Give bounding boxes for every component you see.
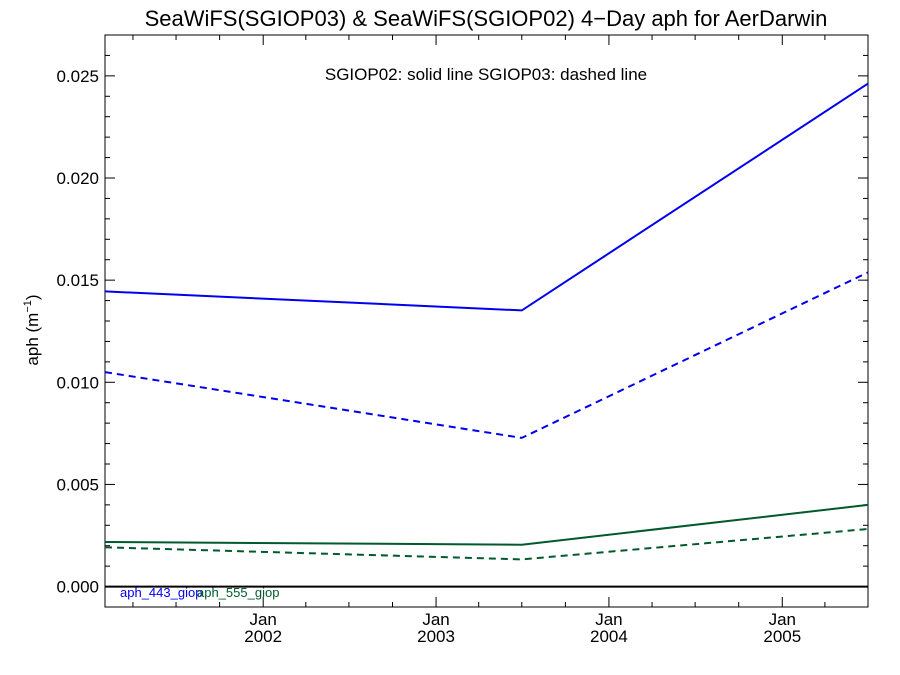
y-tick-label: 0.010 (56, 373, 99, 392)
y-tick-label: 0.020 (56, 169, 99, 188)
y-tick-label: 0.025 (56, 67, 99, 86)
plot-frame (104, 34, 869, 608)
x-tick-label-year: 2004 (590, 627, 628, 646)
legend-item-aph-555-giop: aph_555_giop (197, 585, 279, 600)
x-tick-label-month: Jan (422, 610, 449, 629)
y-axis-label-close: ) (23, 294, 42, 300)
x-tick-label-year: 2003 (417, 627, 455, 646)
y-axis-label: aph (m−1) (22, 294, 42, 365)
y-tick-label: 0.000 (56, 578, 99, 597)
x-tick-label-month: Jan (595, 610, 622, 629)
series-lines (104, 82, 869, 561)
tick-marks (105, 34, 869, 608)
series-line-aph-555-giop-sgiop03 (104, 528, 869, 561)
series-line-aph-443-giop-sgiop03 (104, 271, 869, 439)
chart-annotation: SGIOP02: solid line SGIOP03: dashed line (325, 65, 647, 84)
y-tick-labels: 0.000 0.005 0.010 0.015 0.020 0.025 (56, 67, 99, 597)
series-line-aph-555-giop-sgiop02 (104, 503, 869, 546)
chart-title: SeaWiFS(SGIOP03) & SeaWiFS(SGIOP02) 4−Da… (145, 6, 828, 31)
y-tick-label: 0.005 (56, 475, 99, 494)
x-tick-label-month: Jan (769, 610, 796, 629)
y-tick-label: 0.015 (56, 271, 99, 290)
x-tick-label-year: 2002 (244, 627, 282, 646)
y-axis-label-main: aph (m (23, 313, 42, 366)
y-axis-label-sup: −1 (22, 300, 34, 313)
legend-item-aph-443-giop: aph_443_giop (120, 585, 202, 600)
x-tick-label-year: 2005 (763, 627, 801, 646)
series-line-aph-443-giop-sgiop02 (104, 82, 869, 312)
x-tick-label-month: Jan (249, 610, 276, 629)
